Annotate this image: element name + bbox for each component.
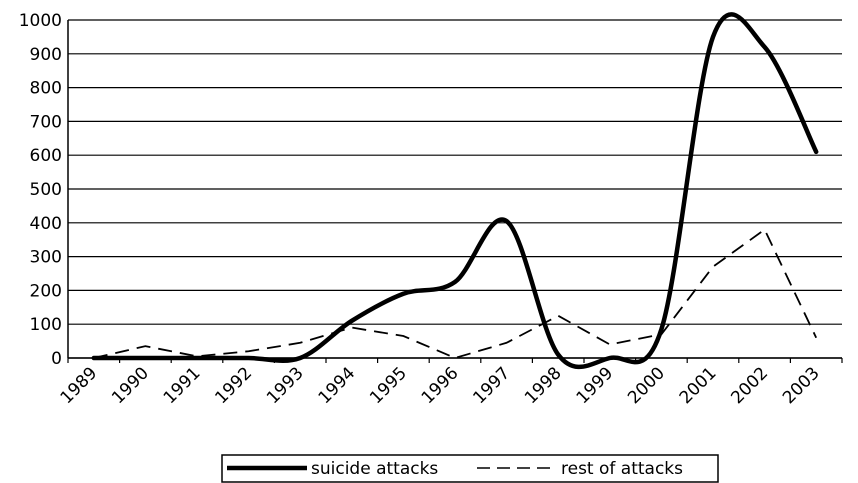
x-tick-label: 1994 — [315, 363, 360, 408]
x-tick-label: 1990 — [108, 363, 153, 408]
legend-label-suicide-attacks: suicide attacks — [311, 459, 438, 479]
x-tick-label: 1997 — [469, 363, 514, 408]
legend: suicide attacks rest of attacks — [221, 454, 719, 483]
y-tick-label: 300 — [30, 248, 62, 268]
y-tick-label: 0 — [51, 349, 62, 369]
y-tick-label: 1000 — [19, 11, 62, 31]
x-tick-label: 2000 — [624, 363, 669, 408]
x-tick-label: 2002 — [727, 363, 772, 408]
y-tick-label: 400 — [30, 214, 62, 234]
x-tick-label: 1991 — [160, 363, 205, 408]
series-lines — [91, 12, 819, 370]
x-tick-label: 1992 — [211, 363, 256, 408]
y-tick-label: 100 — [30, 315, 62, 335]
x-tick-label: 1989 — [57, 363, 102, 408]
x-axis-tick-labels: 1989 1990 1991 1992 1993 1994 1995 1996 1997 1998… — [57, 358, 843, 408]
legend-label-rest-of-attacks: rest of attacks — [561, 459, 683, 479]
x-tick-label: 1993 — [263, 363, 308, 408]
series-line-suicide-attacks — [91, 12, 819, 370]
x-tick-label: 1996 — [418, 363, 463, 408]
y-tick-label: 500 — [30, 180, 62, 200]
x-tick-label: 2003 — [779, 363, 824, 408]
x-tick-label: 1995 — [366, 363, 411, 408]
x-tick-label: 1999 — [573, 363, 618, 408]
y-tick-label: 700 — [30, 112, 62, 132]
x-tick-label: 1998 — [521, 363, 566, 408]
y-tick-label: 200 — [30, 281, 62, 301]
gridlines — [68, 19, 842, 359]
y-axis-tick-labels: 0 100 200 300 400 500 600 700 800 900 1000 — [19, 11, 62, 369]
y-tick-label: 600 — [30, 146, 62, 166]
y-tick-label: 900 — [30, 45, 62, 65]
y-tick-label: 800 — [30, 79, 62, 99]
x-tick-label: 2001 — [676, 363, 721, 408]
series-line-rest-of-attacks — [93, 228, 818, 359]
